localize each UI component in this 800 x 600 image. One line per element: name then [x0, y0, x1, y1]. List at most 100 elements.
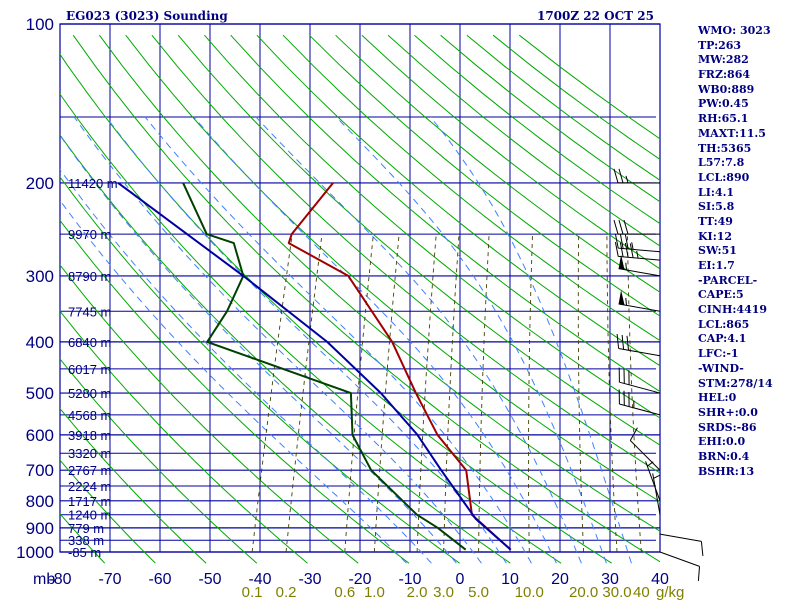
wind-barb-staff: [645, 461, 661, 502]
wind-barb: [618, 389, 661, 416]
stat-line: KI:12: [698, 229, 733, 243]
wind-barb-staff: [652, 473, 661, 515]
pressure-tick-label: 300: [26, 267, 54, 286]
wind-barb: [659, 533, 704, 556]
moist-adiabat-line: [73, 116, 482, 564]
stat-line: CAP:4.1: [698, 332, 747, 346]
wind-barb-full-feather: [629, 427, 638, 441]
temperature-tick-label: -40: [248, 571, 271, 588]
dry-adiabat-line: [125, 34, 660, 503]
height-label: 779 m: [68, 521, 104, 536]
temperature-line: [287, 182, 512, 551]
wind-barb-full-feather: [619, 234, 624, 249]
mixing-ratio-line: [528, 234, 533, 553]
wind-barb: [618, 254, 661, 277]
wind-barb-full-feather: [626, 335, 629, 351]
wind-barb: [614, 233, 661, 253]
pressure-tick-label: 800: [26, 492, 54, 511]
temperature-tick-label: 40: [651, 571, 669, 588]
dry-adiabat-line: [230, 34, 660, 393]
dry-adiabat-line: [282, 34, 660, 342]
stat-line: LFC:-1: [698, 347, 739, 361]
wind-barb-staff: [659, 551, 700, 567]
dry-adiabat-line: [361, 34, 660, 270]
dry-adiabat-line: [60, 513, 106, 564]
wind-barb-half-feather: [625, 298, 627, 306]
plot-frame: [59, 23, 661, 553]
height-label: 5280 m: [68, 386, 111, 401]
pressure-tick-label: 700: [26, 461, 54, 480]
moist-adiabat-line: [255, 116, 582, 564]
wind-barb-full-feather: [624, 242, 629, 258]
wind-barb-half-feather: [653, 474, 661, 479]
mixing-ratio-line: [251, 234, 293, 553]
stat-line: TP:263: [698, 38, 742, 52]
dry-adiabat-line: [60, 407, 207, 564]
stat-line: SHR+:0.0: [698, 405, 758, 419]
dewpoint-line: [182, 182, 467, 551]
temperature-tick-label: 30: [601, 571, 619, 588]
wind-barb-half-feather: [631, 242, 634, 250]
mixing-ratio-line: [626, 234, 642, 553]
mixing-ratio-label: 10.0: [515, 584, 544, 600]
dry-adiabat-line: [60, 264, 359, 564]
moist-adiabats: [60, 116, 632, 564]
mixing-ratio-line: [344, 234, 374, 553]
dry-adiabat-line: [72, 34, 660, 563]
dry-adiabat-line: [60, 310, 308, 564]
pressure-tick-label: 100: [26, 15, 54, 34]
wind-barb-full-feather: [613, 168, 619, 184]
wind-barb-full-feather: [618, 168, 624, 184]
stat-line: -PARCEL-: [698, 273, 758, 287]
wind-barb-staff: [618, 303, 661, 312]
stat-line: HEL:0: [698, 391, 737, 405]
wind-barb: [614, 242, 661, 261]
wind-barb-half-feather: [625, 175, 629, 184]
wind-barb-full-feather: [700, 541, 704, 556]
dry-adiabat-line: [204, 34, 660, 419]
pressure-unit-label: mb: [33, 571, 55, 588]
pressure-tick-label: 400: [26, 333, 54, 352]
wind-barb-half-feather: [647, 461, 654, 467]
stat-line: SI:5.8: [698, 200, 735, 214]
mixing-ratio-line: [285, 234, 323, 553]
stat-line: SW:51: [698, 244, 737, 258]
wind-barb-staff: [618, 255, 661, 261]
stat-line: MAXT:11.5: [698, 126, 766, 140]
stat-line: LCL:890: [698, 170, 750, 184]
stat-line: BSHR:13: [698, 464, 755, 478]
stat-line: EHI:0.0: [698, 435, 746, 449]
wind-barb-full-feather: [616, 333, 620, 349]
stat-line: L57:7.8: [698, 156, 745, 170]
stat-line: CAPE:5: [698, 288, 744, 302]
dry-adiabat-line: [151, 34, 660, 474]
wind-barb: [652, 473, 661, 515]
stat-line: MW:282: [698, 53, 749, 67]
temperature-tick-label: -30: [298, 571, 321, 588]
wind-barb: [613, 168, 661, 184]
wind-barb-full-feather: [614, 233, 619, 249]
wind-barb: [618, 367, 661, 394]
mixing-ratio-line: [577, 234, 585, 553]
height-label: 11420 m: [68, 176, 118, 191]
mixing-ratio-line: [373, 234, 400, 553]
pressure-tick-label: 1000: [16, 543, 54, 562]
mixing-ratio-label: 1.0: [364, 584, 385, 600]
stat-line: WMO: 3023: [698, 24, 771, 37]
stat-line: PW:0.45: [698, 97, 749, 111]
temperature-tick-label: 0: [456, 571, 465, 588]
wind-barb-full-feather: [614, 242, 619, 257]
mixing-ratio-label: 0.1: [242, 584, 263, 600]
wind-barb-half-feather: [625, 262, 627, 271]
temperature-tick-label: -10: [398, 571, 421, 588]
moist-adiabat-line: [60, 168, 432, 564]
sounding-indices-panel: WMO: 3023 TP:263 MW:282 FRZ:864 WB0:889 PW:0.…: [698, 24, 798, 479]
wind-barb-full-feather: [623, 219, 629, 235]
stat-line: BRN:0.4: [698, 449, 750, 463]
height-label: 1240 m: [68, 508, 111, 523]
wind-barb-full-feather: [613, 219, 619, 235]
stat-line: RH:65.1: [698, 112, 749, 126]
wind-barb-full-feather: [624, 234, 629, 250]
wind-barb: [616, 333, 661, 357]
